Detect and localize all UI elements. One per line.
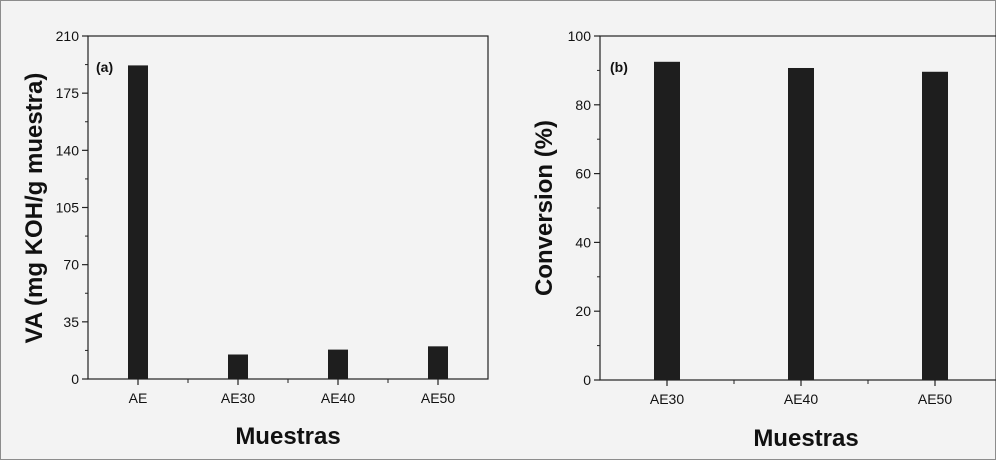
y-tick-label: 210 [56, 28, 80, 44]
y-tick-label: 0 [583, 372, 591, 388]
x-tick-label: AE50 [421, 390, 455, 406]
x-tick-label: AE30 [221, 390, 255, 406]
chart-b-x-axis: AE30 AE40 AE50 [650, 380, 952, 407]
chart-a-x-axis-title: Muestras [235, 423, 340, 450]
bar-ae50 [922, 71, 948, 380]
y-tick-label: 40 [575, 234, 591, 250]
bar-ae30 [654, 61, 680, 381]
bar-ae40 [328, 349, 348, 379]
chart-a-y-axis-title: VA (mg KOH/g muestra) [21, 73, 48, 344]
chart-a-panel-label: (a) [96, 59, 113, 75]
y-tick-label: 60 [575, 166, 591, 182]
x-tick-label: AE [129, 390, 148, 406]
chart-b-panel-label: (b) [610, 59, 628, 75]
chart-b-x-axis-title: Muestras [753, 425, 858, 452]
y-tick-label: 35 [63, 314, 79, 330]
chart-a-bars [128, 65, 448, 380]
bar-ae40 [788, 67, 814, 380]
y-tick-label: 80 [575, 97, 591, 113]
y-tick-label: 140 [56, 142, 80, 158]
x-tick-label: AE30 [650, 391, 684, 407]
y-tick-label: 20 [575, 303, 591, 319]
y-tick-label: 105 [56, 200, 80, 216]
chart-a-x-axis: AE AE30 AE40 AE50 [129, 379, 455, 406]
chart-b-y-axis: 0 20 40 60 80 100 [568, 28, 600, 388]
x-tick-label: AE50 [918, 391, 952, 407]
chart-a-y-axis: 0 35 70 105 140 175 210 [56, 28, 88, 387]
x-tick-label: AE40 [784, 391, 818, 407]
y-tick-label: 100 [568, 28, 592, 44]
chart-panel-b: 0 20 40 60 80 100 AE30 AE40 AE50 (b) Muestras C… [531, 28, 996, 452]
y-tick-label: 70 [63, 257, 79, 273]
bar-ae30 [228, 354, 248, 379]
x-tick-label: AE40 [321, 390, 355, 406]
chart-b-y-axis-title: Conversion (%) [531, 120, 558, 296]
chart-b-bars [654, 61, 948, 381]
bar-ae [128, 65, 148, 380]
chart-panel-a: 0 35 70 105 140 175 210 AE AE30 AE40 AE50 (a) Mue… [21, 28, 489, 450]
bar-ae50 [428, 346, 448, 379]
y-tick-label: 0 [71, 371, 79, 387]
y-tick-label: 175 [56, 85, 80, 101]
